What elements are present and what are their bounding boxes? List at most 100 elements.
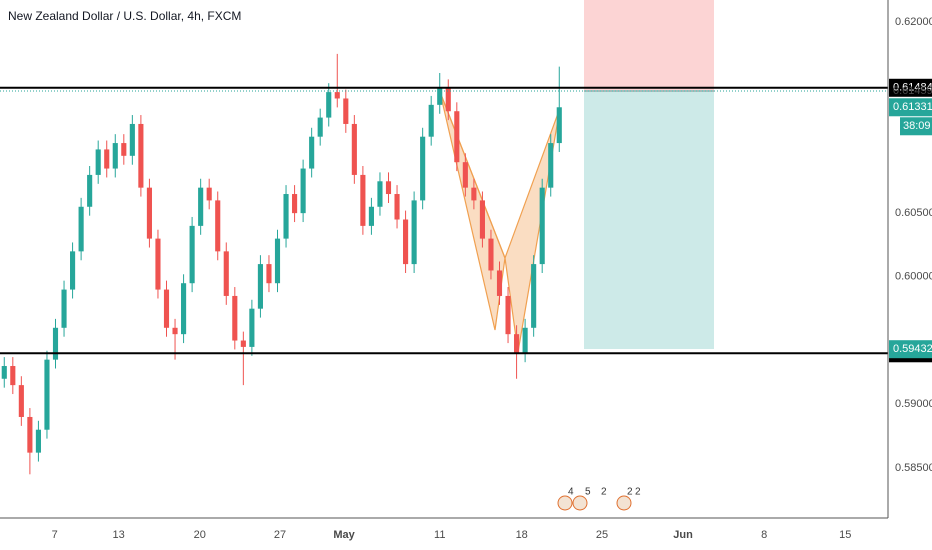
candle-body: [496, 270, 503, 296]
x-tick-label: Jun: [673, 529, 693, 541]
event-count: 4: [568, 487, 574, 498]
candle-body: [121, 143, 127, 156]
candle-body: [377, 181, 383, 207]
candle-body: [232, 295, 238, 341]
candle-body: [129, 123, 135, 156]
candle-body: [198, 187, 204, 226]
candle-body: [274, 238, 281, 284]
candle-body: [181, 283, 187, 335]
candle-body: [454, 111, 460, 163]
candle-body: [403, 219, 409, 265]
candles: [0, 53, 888, 475]
x-tick-label: 18: [516, 529, 528, 541]
price-label: 0.61331: [893, 101, 932, 113]
candle-body: [317, 117, 323, 137]
candle-body: [87, 174, 93, 207]
event-count: 5: [585, 487, 591, 498]
event-count: 2: [635, 487, 641, 498]
price-label: 0.59432: [893, 343, 932, 355]
candle-body: [155, 238, 161, 290]
candle-body: [522, 327, 528, 354]
candle-body: [266, 264, 272, 284]
candle-body: [146, 187, 152, 239]
candle-body: [334, 92, 340, 99]
candle-body: [215, 200, 221, 252]
candle-body: [70, 251, 76, 290]
candle-body: [257, 264, 263, 309]
candle-body: [326, 92, 332, 118]
price-label-box: [889, 340, 932, 359]
price-label-box: [889, 98, 932, 117]
event-icon: [572, 495, 588, 511]
candle-body: [206, 187, 212, 201]
x-tick-label: 27: [274, 529, 286, 541]
target-zone: [584, 90, 714, 349]
event-count: 2: [601, 487, 607, 498]
event-count: 2: [627, 487, 633, 498]
candle-body: [52, 327, 59, 360]
candle-body: [394, 194, 400, 220]
candle-body: [249, 308, 255, 347]
x-tick-label: 8: [761, 529, 767, 541]
x-tick-label: May: [333, 529, 355, 541]
y-tick-label: 0.59000: [895, 398, 932, 410]
countdown: 38:09: [903, 120, 931, 132]
candle-body: [420, 136, 426, 201]
candle-body: [10, 366, 16, 386]
candle-body: [44, 359, 50, 430]
pattern-bcd: [504, 107, 561, 353]
candle-body: [479, 200, 485, 239]
candle-body: [18, 385, 24, 417]
candle-body: [428, 104, 434, 137]
x-tick-label: 25: [596, 529, 608, 541]
candle-body: [556, 107, 562, 144]
candle-body: [471, 187, 477, 201]
candle-body: [488, 238, 494, 271]
y-tick-label: 0.60500: [895, 207, 932, 219]
candle-body: [309, 136, 315, 169]
x-tick-label: 11: [434, 529, 445, 541]
countdown-box: [900, 117, 932, 136]
current-price-label: 0.61459: [893, 85, 932, 97]
candle-body: [539, 187, 545, 265]
candle-body: [368, 206, 374, 226]
candle-body: [445, 88, 451, 112]
candle-body: [462, 162, 468, 188]
candle-body: [531, 264, 537, 328]
x-tick-label: 7: [52, 529, 58, 541]
y-tick-label: 0.62000: [895, 16, 932, 28]
candle-body: [343, 98, 349, 124]
x-tick-label: 20: [194, 529, 206, 541]
candle-body: [223, 251, 229, 296]
candle-body: [240, 340, 246, 347]
candle-body: [104, 149, 110, 169]
level-label: 0.61484: [893, 82, 932, 94]
candle-body: [548, 143, 554, 188]
candle-body: [163, 289, 170, 328]
level-label-box: [889, 78, 932, 97]
stop-zone: [584, 0, 714, 90]
chart-title: New Zealand Dollar / U.S. Dollar, 4h, FX…: [8, 9, 241, 23]
candle-body: [505, 295, 511, 335]
event-icon: [616, 495, 632, 511]
event-icon: [557, 495, 573, 511]
candle-body: [112, 143, 118, 169]
plot-area: [0, 0, 888, 475]
candle-body: [138, 123, 144, 188]
x-tick-label: 13: [113, 529, 125, 541]
candle-body: [1, 366, 7, 379]
y-tick-label: 0.60000: [895, 271, 932, 283]
candle-body: [35, 429, 41, 453]
x-tick-label: 15: [839, 529, 851, 541]
candle-body: [283, 194, 289, 239]
candle-body: [78, 206, 84, 252]
candle-body: [292, 194, 298, 214]
candle-body: [27, 416, 33, 453]
candle-body: [385, 181, 392, 195]
candle-body: [351, 123, 357, 175]
candle-body: [300, 168, 306, 214]
candle-body: [411, 200, 417, 265]
